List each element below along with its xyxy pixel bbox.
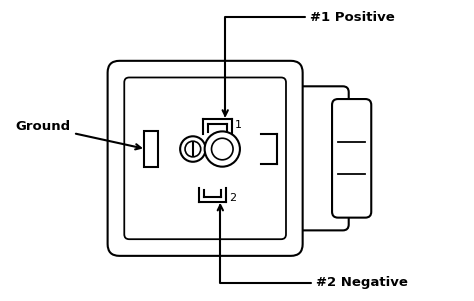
Circle shape [211,138,233,160]
Bar [144,132,157,167]
Text: 2: 2 [229,193,236,203]
Circle shape [180,136,206,162]
FancyBboxPatch shape [124,77,286,239]
Text: #2 Negative: #2 Negative [218,205,408,290]
Text: Ground: Ground [15,120,141,149]
Text: #1 Positive: #1 Positive [223,11,395,116]
Text: 1: 1 [235,119,242,129]
FancyBboxPatch shape [283,86,349,230]
Circle shape [185,141,201,157]
FancyBboxPatch shape [332,99,371,218]
FancyBboxPatch shape [108,61,303,256]
Circle shape [205,132,240,167]
